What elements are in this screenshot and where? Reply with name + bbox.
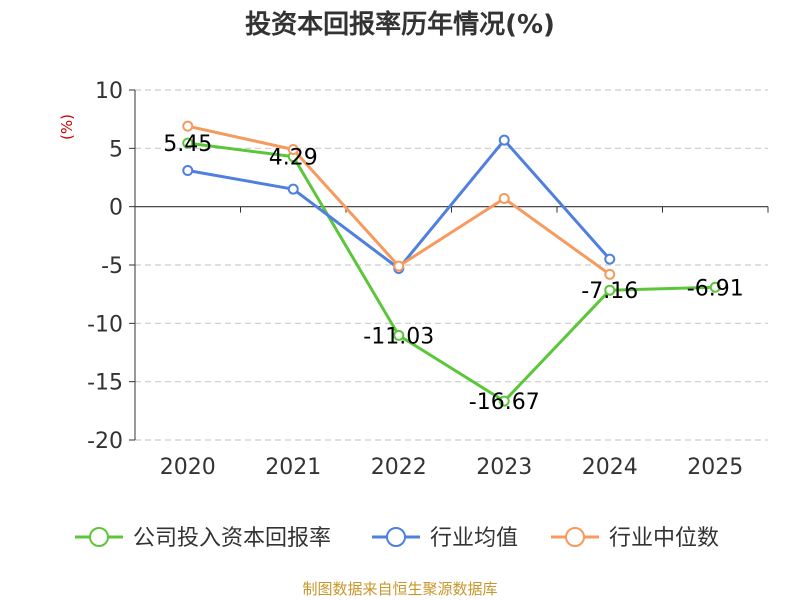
data-label: -16.67 xyxy=(469,390,540,415)
y-axis-unit-label: (%) xyxy=(58,114,76,140)
x-tick-label: 2025 xyxy=(687,455,743,480)
data-point xyxy=(604,253,616,265)
legend-swatch-marker xyxy=(386,527,406,547)
axes: 10 5 0 -5 -10 -15 -20 2020 2021 2022 2023 2024 2025 xyxy=(87,79,769,480)
data-point xyxy=(287,183,299,195)
legend-swatch-marker xyxy=(89,527,109,547)
data-point xyxy=(393,329,405,341)
y-tick-label: -15 xyxy=(87,371,123,396)
data-point xyxy=(498,134,510,146)
data-point xyxy=(498,395,510,407)
data-point xyxy=(182,137,194,149)
legend-label: 行业均值 xyxy=(430,526,518,551)
y-tick-label: 5 xyxy=(109,137,123,162)
data-label: -7.16 xyxy=(581,279,638,304)
data-point xyxy=(604,284,616,296)
legend-label: 公司投入资本回报率 xyxy=(133,526,331,551)
x-tick-label: 2022 xyxy=(371,455,427,480)
data-label: 5.45 xyxy=(163,132,212,157)
chart-title: 投资本回报率历年情况(%) xyxy=(245,9,555,40)
legend-swatch-marker xyxy=(565,527,585,547)
x-tick-label: 2021 xyxy=(265,455,321,480)
y-tick-label: -5 xyxy=(101,254,123,279)
legend: 公司投入资本回报率 行业均值 行业中位数 xyxy=(75,526,719,551)
data-point xyxy=(182,120,194,132)
x-tick-label: 2020 xyxy=(160,455,216,480)
data-label: -11.03 xyxy=(363,324,434,349)
data-point xyxy=(393,260,405,272)
series-line xyxy=(187,138,611,270)
data-point xyxy=(287,144,299,155)
data-point xyxy=(709,281,721,293)
data-label: 4.29 xyxy=(269,146,318,171)
data-labels: 5.45 4.29 -11.03 -16.67 -7.16 -6.91 xyxy=(163,132,743,415)
data-point xyxy=(182,165,194,176)
x-tick-label: 2024 xyxy=(582,455,638,480)
series-line xyxy=(187,141,716,403)
series-lines xyxy=(182,120,721,407)
data-point xyxy=(498,193,510,204)
data-label: -6.91 xyxy=(687,276,744,301)
data-point xyxy=(604,268,616,280)
y-tick-label: -20 xyxy=(87,429,123,454)
legend-label: 行业中位数 xyxy=(609,526,719,551)
x-tick-label: 2023 xyxy=(476,455,532,480)
y-tick-label: -10 xyxy=(87,312,123,337)
data-source-note: 制图数据来自恒生聚源数据库 xyxy=(302,580,497,598)
y-tick-label: 10 xyxy=(95,79,123,104)
y-tick-label: 0 xyxy=(109,196,123,221)
grid-lines xyxy=(135,89,768,441)
